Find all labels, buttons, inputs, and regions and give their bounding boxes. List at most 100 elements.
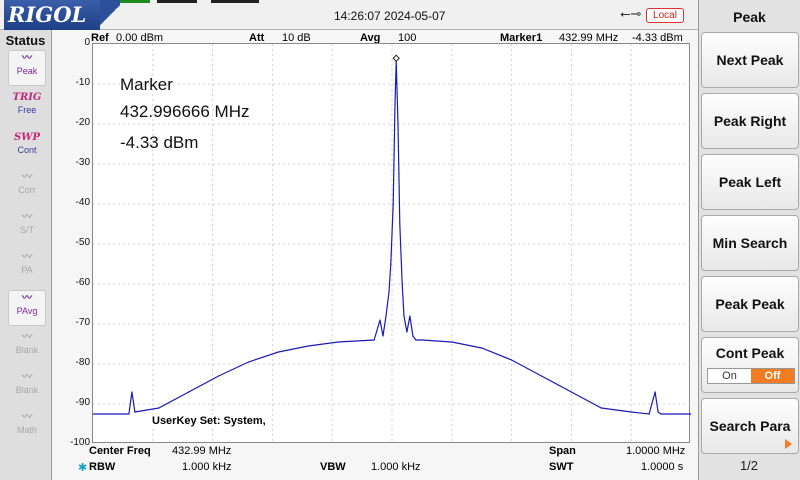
y-tick-label: -70	[75, 317, 90, 328]
swt-value[interactable]: 1.0000 s	[641, 461, 684, 473]
status-item-label: Peak	[16, 66, 38, 76]
y-tick-label: -40	[75, 197, 90, 208]
center-freq-label[interactable]: Center Freq	[89, 445, 151, 457]
peak-icon: 〰	[22, 53, 32, 64]
softkey-panel: Peak Next Peak Peak Right Peak Left Min …	[698, 0, 800, 480]
y-tick-label: -60	[75, 277, 90, 288]
status-item-label: Cont	[17, 145, 37, 155]
y-tick-label: -80	[75, 357, 90, 368]
trace-point	[307, 345, 309, 347]
y-tick-label: -10	[75, 77, 90, 88]
ref-label: Ref	[91, 32, 109, 44]
trace-point	[511, 359, 513, 361]
trace-point	[134, 411, 136, 413]
next-peak-button[interactable]: Next Peak	[701, 32, 799, 88]
vbw-label[interactable]: VBW	[320, 461, 346, 473]
status-item-label: Blank	[15, 385, 39, 395]
center-freq-value[interactable]: 432.99 MHz	[172, 445, 232, 457]
button-label: Peak Peak	[715, 296, 785, 312]
local-badge[interactable]: Local	[646, 8, 684, 23]
status-item-label: Math	[16, 425, 37, 435]
ref-value: 0.00 dBm	[116, 32, 164, 44]
trace-point	[415, 339, 417, 341]
trace-point	[570, 391, 572, 393]
trace-point	[385, 315, 387, 317]
indicator-bar	[211, 0, 259, 3]
trace-point	[131, 391, 133, 393]
button-label: Cont Peak	[715, 345, 785, 361]
button-label: Next Peak	[716, 52, 784, 68]
trace-point	[379, 319, 381, 321]
trace-point	[128, 413, 130, 415]
trace-point	[373, 339, 375, 341]
logo-tab-decoration	[100, 0, 120, 30]
status-item-st[interactable]: 〰 S/T	[8, 210, 46, 246]
status-item-label: Free	[17, 105, 37, 115]
status-item-blank[interactable]: 〰 Blank	[8, 370, 46, 406]
status-item-math[interactable]: 〰 Math	[8, 410, 46, 446]
avg-value: 100	[398, 32, 417, 44]
trace-point	[600, 407, 602, 409]
datetime: 14:26:07 2024-05-07	[334, 9, 446, 23]
softkey-menu-title: Peak	[733, 9, 766, 25]
trace-point	[388, 291, 390, 293]
button-label: Peak Left	[718, 174, 782, 190]
span-label[interactable]: Span	[549, 445, 576, 457]
trace-point	[392, 203, 394, 205]
peak-left-button[interactable]: Peak Left	[701, 154, 799, 210]
search-para-button[interactable]: Search Para	[701, 398, 799, 454]
status-item-trig[interactable]: TRIG Free	[8, 90, 46, 126]
y-tick-label: -100	[69, 437, 90, 448]
pavg-icon: 〰	[22, 293, 32, 304]
status-item-pa[interactable]: 〰 PA	[8, 250, 46, 286]
trace-line	[93, 61, 691, 415]
submenu-arrow-icon	[785, 439, 792, 449]
status-item-blank[interactable]: 〰 Blank	[8, 330, 46, 366]
marker-title: Marker	[120, 75, 173, 94]
marker1-level: -4.33 dBm	[632, 32, 683, 44]
trace-point	[394, 103, 396, 105]
status-item-peak[interactable]: 〰 Peak	[8, 50, 46, 86]
swp-icon: SWP	[14, 132, 40, 143]
status-item-label: Blank	[15, 345, 39, 355]
corr-icon: 〰	[22, 172, 32, 183]
userkey-status: UserKey Set: System,	[152, 415, 266, 427]
trace-point	[92, 413, 94, 415]
top-bar: RIGOL 14:26:07 2024-05-07 ⭠⊸ Local	[0, 0, 698, 30]
trace-point	[247, 361, 250, 363]
spectrum-chart	[92, 44, 692, 444]
trace-point	[337, 341, 339, 343]
spectrum-plot[interactable]	[92, 43, 692, 444]
vbw-value[interactable]: 1.000 kHz	[371, 461, 421, 473]
status-item-pavg[interactable]: 〰 PAvg	[8, 290, 46, 326]
peak-peak-button[interactable]: Peak Peak	[701, 276, 799, 332]
page-indicator: 1/2	[739, 458, 759, 473]
status-panel: Status 〰 Peak TRIG Free SWP Cont 〰 Corr 〰 S/T 〰 PA 〰…	[0, 30, 52, 480]
cont-peak-button[interactable]: Cont Peak On Off	[701, 337, 799, 393]
trace-point	[412, 335, 414, 337]
indicator-bar	[120, 0, 150, 3]
rbw-label[interactable]: RBW	[89, 461, 116, 473]
att-label: Att	[249, 32, 265, 44]
swt-label[interactable]: SWT	[549, 461, 574, 473]
trig-icon: TRIG	[12, 92, 42, 103]
st-icon: 〰	[22, 212, 32, 223]
toggle-on[interactable]: On	[708, 369, 751, 383]
min-search-button[interactable]: Min Search	[701, 215, 799, 271]
trace-point	[217, 375, 220, 377]
button-label: Search Para	[709, 418, 791, 434]
status-item-corr[interactable]: 〰 Corr	[8, 170, 46, 206]
toggle-off[interactable]: Off	[751, 369, 794, 383]
blank-icon: 〰	[22, 332, 32, 343]
button-label: Peak Right	[713, 113, 787, 129]
pa-icon: 〰	[22, 252, 32, 263]
span-value[interactable]: 1.0000 MHz	[626, 445, 686, 457]
peak-right-button[interactable]: Peak Right	[701, 93, 799, 149]
marker-frequency: 432.996666 MHz	[120, 102, 250, 121]
trace-point	[390, 263, 392, 265]
cont-peak-toggle[interactable]: On Off	[707, 368, 795, 384]
trace-point	[654, 391, 656, 393]
status-item-swp[interactable]: SWP Cont	[8, 130, 46, 166]
trace-point	[481, 347, 483, 349]
rbw-value[interactable]: 1.000 kHz	[182, 461, 232, 473]
